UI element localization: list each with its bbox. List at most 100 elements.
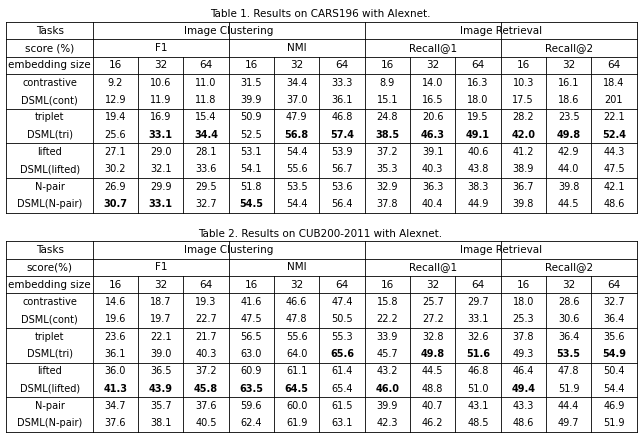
Text: 56.8: 56.8 (285, 130, 308, 140)
Text: 29.5: 29.5 (195, 182, 217, 192)
Text: 61.1: 61.1 (286, 366, 307, 376)
Text: Image Retrieval: Image Retrieval (460, 245, 541, 255)
Text: 51.6: 51.6 (466, 349, 490, 359)
Text: contrastive: contrastive (22, 78, 77, 88)
Text: 37.8: 37.8 (513, 332, 534, 342)
Text: 56.5: 56.5 (241, 332, 262, 342)
Text: 36.7: 36.7 (513, 182, 534, 192)
Text: 32.7: 32.7 (603, 297, 625, 307)
Text: 49.4: 49.4 (511, 384, 535, 394)
Text: Recall@1: Recall@1 (408, 43, 457, 53)
Text: 34.4: 34.4 (286, 78, 307, 88)
Text: 64: 64 (607, 280, 621, 290)
Text: 27.1: 27.1 (105, 147, 126, 157)
Text: 40.5: 40.5 (195, 418, 217, 428)
Text: 64: 64 (200, 60, 212, 70)
Text: 64: 64 (471, 60, 484, 70)
Text: 47.8: 47.8 (286, 315, 307, 324)
Text: 50.5: 50.5 (332, 315, 353, 324)
Text: Tasks: Tasks (36, 245, 63, 255)
Text: 33.1: 33.1 (148, 199, 173, 209)
Text: 10.3: 10.3 (513, 78, 534, 88)
Text: 53.5: 53.5 (557, 349, 580, 359)
Text: 64.0: 64.0 (286, 349, 307, 359)
Text: 16: 16 (381, 60, 394, 70)
Text: 39.9: 39.9 (377, 401, 398, 411)
Text: 54.4: 54.4 (286, 147, 307, 157)
Text: lifted: lifted (37, 366, 62, 376)
Text: 35.6: 35.6 (603, 332, 625, 342)
Text: 63.1: 63.1 (332, 418, 353, 428)
Text: 49.1: 49.1 (466, 130, 490, 140)
Text: 16.1: 16.1 (558, 78, 579, 88)
Text: 19.5: 19.5 (467, 113, 489, 122)
Text: 18.0: 18.0 (513, 297, 534, 307)
Text: 45.8: 45.8 (194, 384, 218, 394)
Text: 55.6: 55.6 (286, 164, 307, 175)
Text: 32: 32 (562, 280, 575, 290)
Text: 49.8: 49.8 (557, 130, 580, 140)
Text: N-pair: N-pair (35, 401, 65, 411)
Text: 43.1: 43.1 (467, 401, 488, 411)
Text: NMI: NMI (287, 262, 307, 272)
Text: 37.2: 37.2 (195, 366, 217, 376)
Text: 39.1: 39.1 (422, 147, 444, 157)
Text: 54.9: 54.9 (602, 349, 626, 359)
Text: 51.0: 51.0 (467, 384, 489, 394)
Text: 41.2: 41.2 (513, 147, 534, 157)
Text: 39.0: 39.0 (150, 349, 172, 359)
Text: 38.5: 38.5 (375, 130, 399, 140)
Text: 42.0: 42.0 (511, 130, 535, 140)
Text: 54.5: 54.5 (239, 199, 264, 209)
Text: 52.5: 52.5 (241, 130, 262, 140)
Text: 64.5: 64.5 (285, 384, 308, 394)
Text: 11.0: 11.0 (195, 78, 217, 88)
Text: 42.9: 42.9 (558, 147, 579, 157)
Text: 49.8: 49.8 (420, 349, 445, 359)
Text: Table 2. Results on CUB200-2011 with Alexnet.: Table 2. Results on CUB200-2011 with Ale… (198, 229, 442, 239)
Text: 30.6: 30.6 (558, 315, 579, 324)
Text: 40.4: 40.4 (422, 199, 444, 209)
Text: 19.3: 19.3 (195, 297, 217, 307)
Text: 15.8: 15.8 (376, 297, 398, 307)
Text: 18.6: 18.6 (558, 95, 579, 105)
Text: 47.8: 47.8 (558, 366, 579, 376)
Text: Recall@2: Recall@2 (545, 43, 593, 53)
Text: 36.1: 36.1 (332, 95, 353, 105)
Text: 32: 32 (154, 280, 168, 290)
Text: 44.5: 44.5 (558, 199, 579, 209)
Text: 24.8: 24.8 (376, 113, 398, 122)
Text: 52.4: 52.4 (602, 130, 626, 140)
Text: 15.4: 15.4 (195, 113, 217, 122)
Text: DSML(lifted): DSML(lifted) (20, 384, 79, 394)
Text: 32: 32 (290, 280, 303, 290)
Text: 12.9: 12.9 (105, 95, 126, 105)
Text: 55.3: 55.3 (332, 332, 353, 342)
Text: 29.9: 29.9 (150, 182, 172, 192)
Text: 29.0: 29.0 (150, 147, 172, 157)
Text: 50.4: 50.4 (603, 366, 625, 376)
Text: 8.9: 8.9 (380, 78, 395, 88)
Text: 47.5: 47.5 (603, 164, 625, 175)
Text: 22.1: 22.1 (150, 332, 172, 342)
Text: 33.6: 33.6 (195, 164, 217, 175)
Text: 33.1: 33.1 (148, 130, 173, 140)
Text: 44.3: 44.3 (604, 147, 625, 157)
Text: 16: 16 (244, 280, 258, 290)
Text: 16.3: 16.3 (467, 78, 488, 88)
Text: 38.3: 38.3 (467, 182, 488, 192)
Text: 16: 16 (244, 60, 258, 70)
Text: 63.0: 63.0 (241, 349, 262, 359)
Text: 23.6: 23.6 (105, 332, 126, 342)
Text: 32.1: 32.1 (150, 164, 172, 175)
Text: 14.0: 14.0 (422, 78, 444, 88)
Text: 36.1: 36.1 (105, 349, 126, 359)
Text: 56.4: 56.4 (332, 199, 353, 209)
Text: 54.4: 54.4 (603, 384, 625, 394)
Text: DSML(lifted): DSML(lifted) (20, 164, 79, 175)
Text: 16: 16 (516, 280, 530, 290)
Text: 18.4: 18.4 (604, 78, 625, 88)
Text: 27.2: 27.2 (422, 315, 444, 324)
Text: 45.7: 45.7 (376, 349, 398, 359)
Text: 55.6: 55.6 (286, 332, 307, 342)
